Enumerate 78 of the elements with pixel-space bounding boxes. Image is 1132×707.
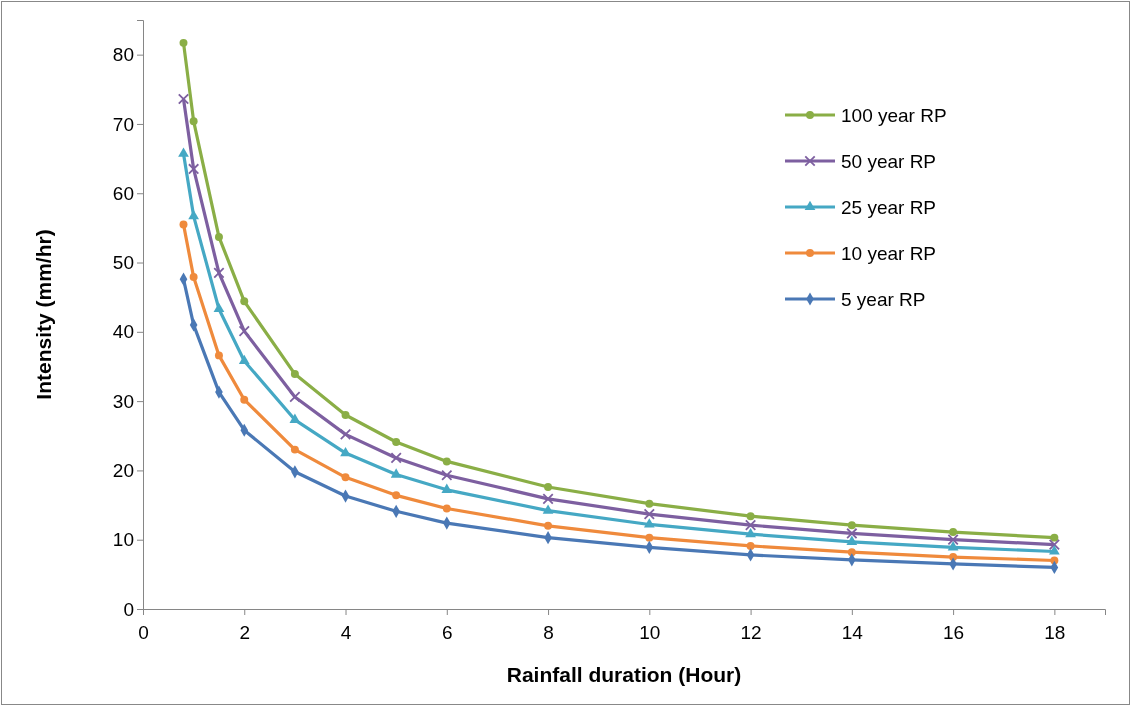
point <box>949 528 958 537</box>
point <box>188 163 200 175</box>
point <box>289 391 301 403</box>
point <box>544 483 553 492</box>
point <box>847 548 856 557</box>
legend-label: 50 year RP <box>841 151 937 172</box>
point <box>643 518 655 528</box>
point <box>744 519 757 531</box>
point <box>392 438 401 446</box>
x-tick-label: 12 <box>740 621 762 643</box>
x-axis-title: Rainfall duration (Hour) <box>506 663 742 686</box>
point <box>544 521 553 530</box>
point <box>947 534 959 546</box>
point <box>213 302 225 313</box>
point <box>390 468 402 478</box>
x-tick-label: 18 <box>1044 621 1066 643</box>
x-tick-label: 16 <box>943 621 965 643</box>
point <box>392 491 401 500</box>
point <box>1048 538 1060 551</box>
point <box>341 411 350 419</box>
legend-label: 5 year RP <box>841 289 926 310</box>
point <box>542 504 554 514</box>
point <box>240 297 249 306</box>
point <box>290 370 299 379</box>
y-tick-label: 0 <box>123 598 134 620</box>
point <box>339 428 352 440</box>
point <box>847 521 856 530</box>
point <box>390 452 402 464</box>
point <box>179 38 188 47</box>
point <box>442 504 451 513</box>
point <box>340 446 351 457</box>
point <box>341 473 350 482</box>
point <box>746 512 755 521</box>
point <box>746 541 755 550</box>
y-tick-label: 30 <box>112 390 134 412</box>
point <box>645 499 654 508</box>
point <box>189 117 198 126</box>
point <box>643 508 655 520</box>
point <box>177 93 190 105</box>
x-tick-label: 4 <box>340 621 352 643</box>
x-tick-label: 0 <box>138 621 149 643</box>
legend-label: 100 year RP <box>841 105 947 126</box>
x-tick-label: 6 <box>442 621 453 643</box>
y-tick-label: 40 <box>112 321 134 343</box>
x-tick-label: 14 <box>841 621 864 643</box>
point <box>442 457 451 466</box>
point <box>238 325 250 337</box>
legend-label: 10 year RP <box>841 243 937 264</box>
point <box>240 395 249 404</box>
y-tick-label: 50 <box>112 252 134 274</box>
point <box>290 445 299 454</box>
point <box>542 493 554 505</box>
point <box>846 535 858 545</box>
y-axis-title: Intensity (mm/hr) <box>32 229 55 400</box>
point <box>1050 533 1059 542</box>
x-tick-label: 2 <box>239 621 251 643</box>
x-tick-label: 10 <box>639 621 661 643</box>
y-tick-label: 20 <box>112 459 134 481</box>
point <box>745 527 756 538</box>
point <box>189 273 198 282</box>
point <box>179 220 188 229</box>
point <box>238 354 250 365</box>
point <box>947 541 959 551</box>
x-tick-label: 8 <box>543 621 554 643</box>
point <box>214 232 223 241</box>
legend-label: 25 year RP <box>841 197 937 218</box>
point <box>178 147 189 157</box>
y-tick-label: 80 <box>112 44 134 66</box>
y-tick-label: 10 <box>112 529 134 551</box>
point <box>441 483 453 493</box>
point <box>846 527 858 540</box>
point <box>214 351 223 360</box>
point <box>213 267 225 279</box>
point <box>645 533 654 542</box>
point <box>441 469 453 481</box>
y-tick-label: 60 <box>112 182 134 204</box>
point <box>1049 545 1060 555</box>
y-tick-label: 70 <box>112 113 134 135</box>
